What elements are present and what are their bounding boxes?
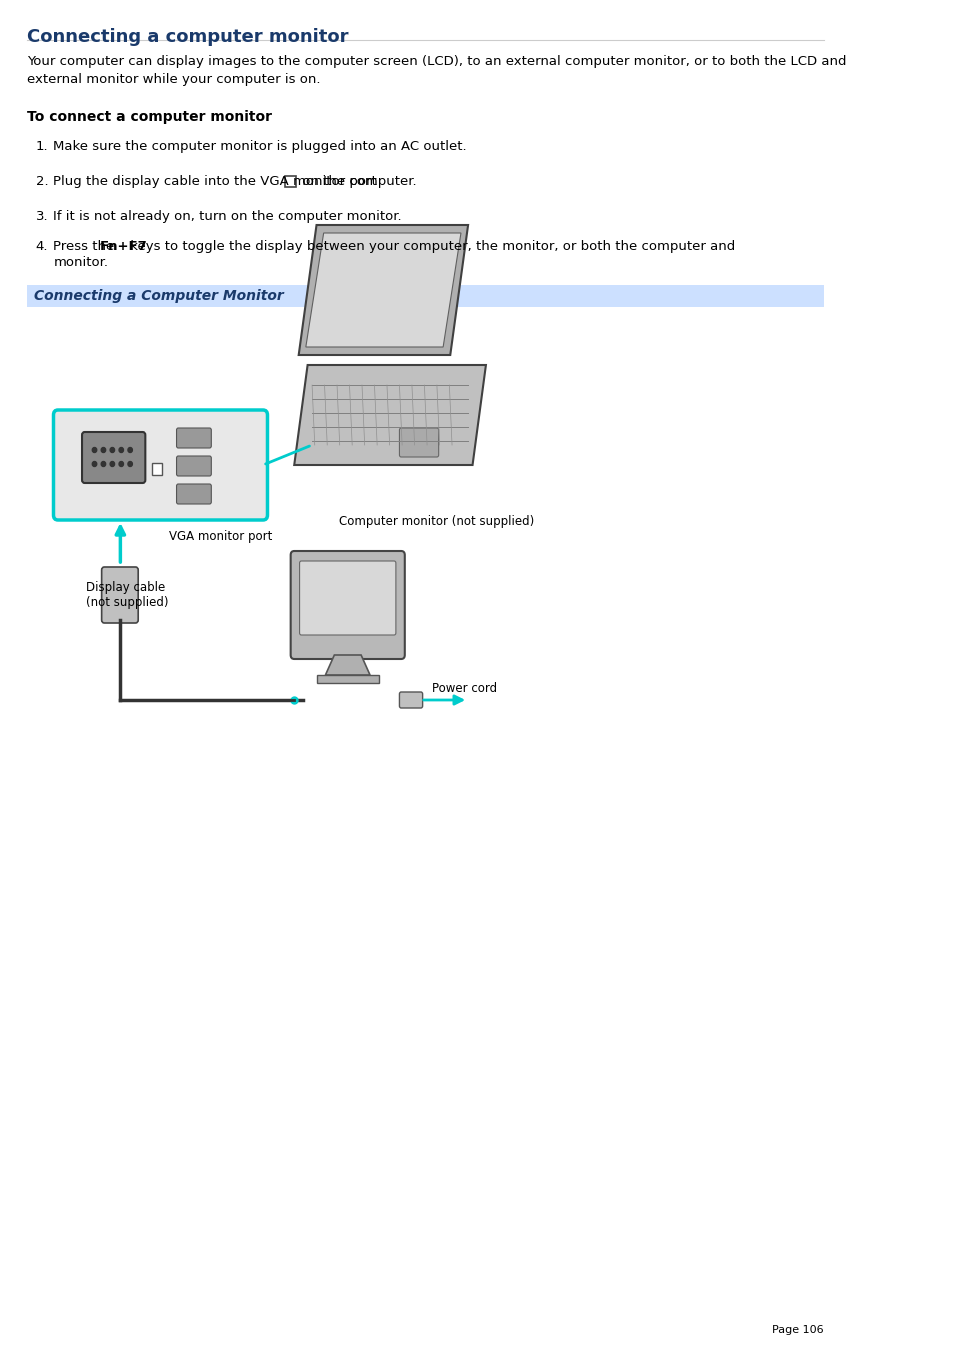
Polygon shape — [316, 676, 378, 684]
Text: Computer monitor (not supplied): Computer monitor (not supplied) — [338, 515, 534, 528]
Circle shape — [128, 447, 132, 453]
Text: 4.: 4. — [35, 240, 48, 253]
FancyBboxPatch shape — [399, 692, 422, 708]
Circle shape — [110, 462, 114, 466]
Circle shape — [128, 462, 132, 466]
Text: 1.: 1. — [35, 141, 49, 153]
FancyBboxPatch shape — [291, 551, 404, 659]
FancyBboxPatch shape — [176, 484, 212, 504]
Circle shape — [101, 447, 106, 453]
Circle shape — [119, 447, 123, 453]
Text: Display cable
(not supplied): Display cable (not supplied) — [87, 581, 169, 609]
Text: 3.: 3. — [35, 209, 49, 223]
Polygon shape — [298, 226, 468, 355]
Text: Power cord: Power cord — [432, 682, 497, 694]
Text: on the computer.: on the computer. — [297, 176, 416, 188]
FancyBboxPatch shape — [102, 567, 138, 623]
FancyBboxPatch shape — [53, 409, 267, 520]
Text: monitor.: monitor. — [53, 255, 109, 269]
Text: Fn+F7: Fn+F7 — [100, 240, 148, 253]
Text: Page 106: Page 106 — [771, 1325, 823, 1335]
Text: Connecting a computer monitor: Connecting a computer monitor — [27, 28, 348, 46]
FancyBboxPatch shape — [82, 432, 145, 484]
Text: 2.: 2. — [35, 176, 49, 188]
Polygon shape — [306, 232, 460, 347]
FancyBboxPatch shape — [299, 561, 395, 635]
Circle shape — [92, 447, 96, 453]
Polygon shape — [325, 655, 370, 676]
Text: Plug the display cable into the VGA monitor port: Plug the display cable into the VGA moni… — [53, 176, 381, 188]
Circle shape — [92, 462, 96, 466]
Text: keys to toggle the display between your computer, the monitor, or both the compu: keys to toggle the display between your … — [126, 240, 734, 253]
Text: Press the: Press the — [53, 240, 119, 253]
Polygon shape — [294, 365, 485, 465]
Circle shape — [101, 462, 106, 466]
Text: Make sure the computer monitor is plugged into an AC outlet.: Make sure the computer monitor is plugge… — [53, 141, 467, 153]
Text: If it is not already on, turn on the computer monitor.: If it is not already on, turn on the com… — [53, 209, 402, 223]
Text: To connect a computer monitor: To connect a computer monitor — [27, 109, 272, 124]
Text: Your computer can display images to the computer screen (LCD), to an external co: Your computer can display images to the … — [27, 55, 845, 86]
Circle shape — [119, 462, 123, 466]
FancyBboxPatch shape — [176, 457, 212, 476]
FancyBboxPatch shape — [176, 428, 212, 449]
FancyBboxPatch shape — [152, 463, 162, 476]
FancyBboxPatch shape — [285, 176, 295, 186]
FancyBboxPatch shape — [27, 285, 823, 307]
Circle shape — [110, 447, 114, 453]
Text: VGA monitor port: VGA monitor port — [170, 530, 273, 543]
FancyBboxPatch shape — [399, 428, 438, 457]
Text: Connecting a Computer Monitor: Connecting a Computer Monitor — [34, 289, 283, 303]
